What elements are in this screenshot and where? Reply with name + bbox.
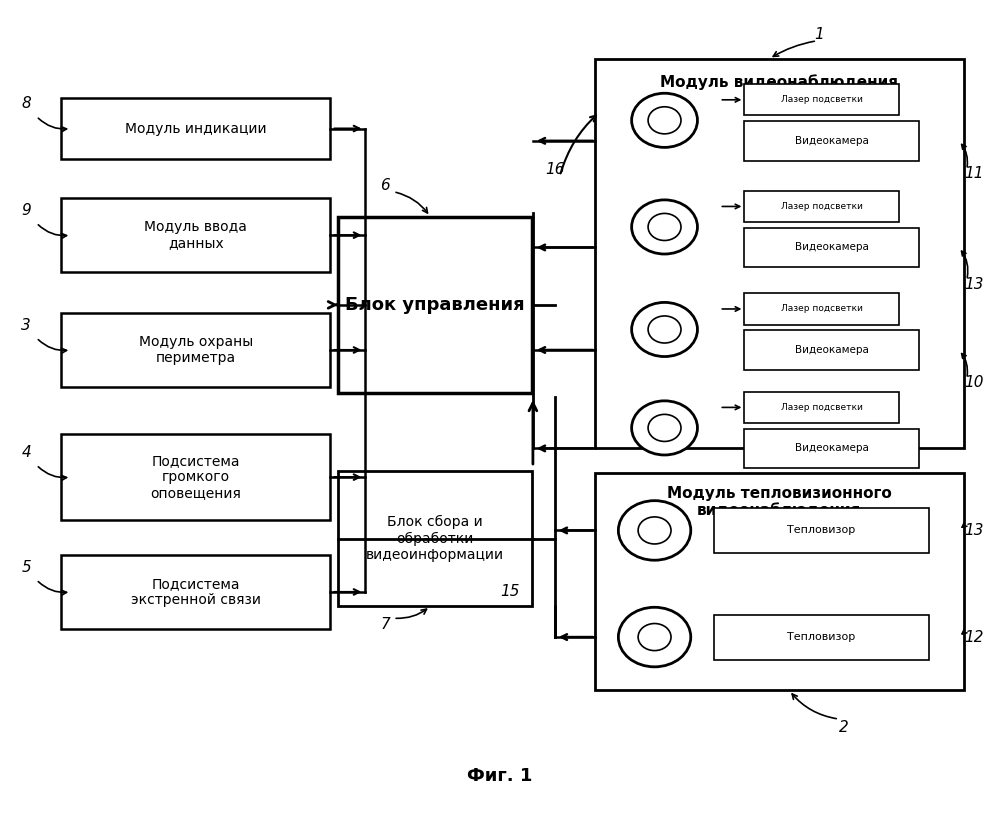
Bar [61,434,330,520]
Text: Блок управления: Блок управления [345,296,525,314]
Text: Модуль индикации: Модуль индикации [125,122,267,136]
Bar [61,313,330,387]
Text: 1: 1 [814,26,824,42]
Circle shape [618,500,691,560]
Text: 2: 2 [839,720,849,735]
Circle shape [632,200,697,254]
Text: Лазер подсветки: Лазер подсветки [781,202,863,211]
Text: Тепловизор: Тепловизор [787,525,856,536]
Circle shape [638,517,671,544]
Text: 8: 8 [21,96,31,111]
Text: 7: 7 [380,617,390,632]
Text: 12: 12 [964,630,983,644]
Bar [595,58,964,449]
Text: Видеокамера: Видеокамера [795,136,869,146]
Bar [744,330,919,370]
Text: Модуль ввода
данных: Модуль ввода данных [144,220,247,250]
Bar [61,198,330,272]
Circle shape [632,93,697,147]
Text: 5: 5 [21,560,31,574]
Text: 6: 6 [380,179,390,193]
Text: Лазер подсветки: Лазер подсветки [781,95,863,105]
Text: Лазер подсветки: Лазер подсветки [781,305,863,314]
Text: 3: 3 [21,318,31,332]
Text: 4: 4 [21,445,31,460]
Bar [744,84,899,115]
Text: Подсистема
экстренной связи: Подсистема экстренной связи [131,577,261,607]
Bar [744,191,899,222]
Bar [744,392,899,423]
Text: 16: 16 [545,162,565,177]
Bar [714,615,929,659]
Text: 11: 11 [964,166,983,181]
Circle shape [638,624,671,651]
Circle shape [648,414,681,441]
Text: Видеокамера: Видеокамера [795,345,869,355]
Text: Видеокамера: Видеокамера [795,444,869,453]
Bar [744,121,919,160]
Text: 10: 10 [964,375,983,390]
Text: Фиг. 1: Фиг. 1 [467,768,533,785]
Circle shape [648,316,681,343]
Text: Модуль видеонаблюдения: Модуль видеонаблюдения [660,74,898,90]
Bar [61,555,330,629]
Bar [595,473,964,690]
Circle shape [632,302,697,356]
Circle shape [618,607,691,667]
Text: Лазер подсветки: Лазер подсветки [781,403,863,412]
Bar [744,429,919,468]
Text: 9: 9 [21,203,31,218]
Text: Модуль охраны
периметра: Модуль охраны периметра [139,335,253,365]
Bar [714,508,929,553]
Circle shape [648,213,681,240]
Bar [61,98,330,160]
Text: Блок сбора и
обработки
видеоинформации: Блок сбора и обработки видеоинформации [366,515,504,562]
Text: Тепловизор: Тепловизор [787,632,856,642]
Text: 13: 13 [964,277,983,292]
Text: Модуль тепловизионного
видеонаблюдения: Модуль тепловизионного видеонаблюдения [667,486,892,518]
Circle shape [648,107,681,134]
Bar [744,228,919,267]
Bar [744,293,899,324]
Text: Подсистема
громкого
оповещения: Подсистема громкого оповещения [150,454,241,500]
Circle shape [632,401,697,455]
Bar [338,216,532,393]
Text: Видеокамера: Видеокамера [795,243,869,253]
Text: 13: 13 [964,523,983,538]
Text: 15: 15 [500,584,520,599]
Bar [338,471,532,607]
